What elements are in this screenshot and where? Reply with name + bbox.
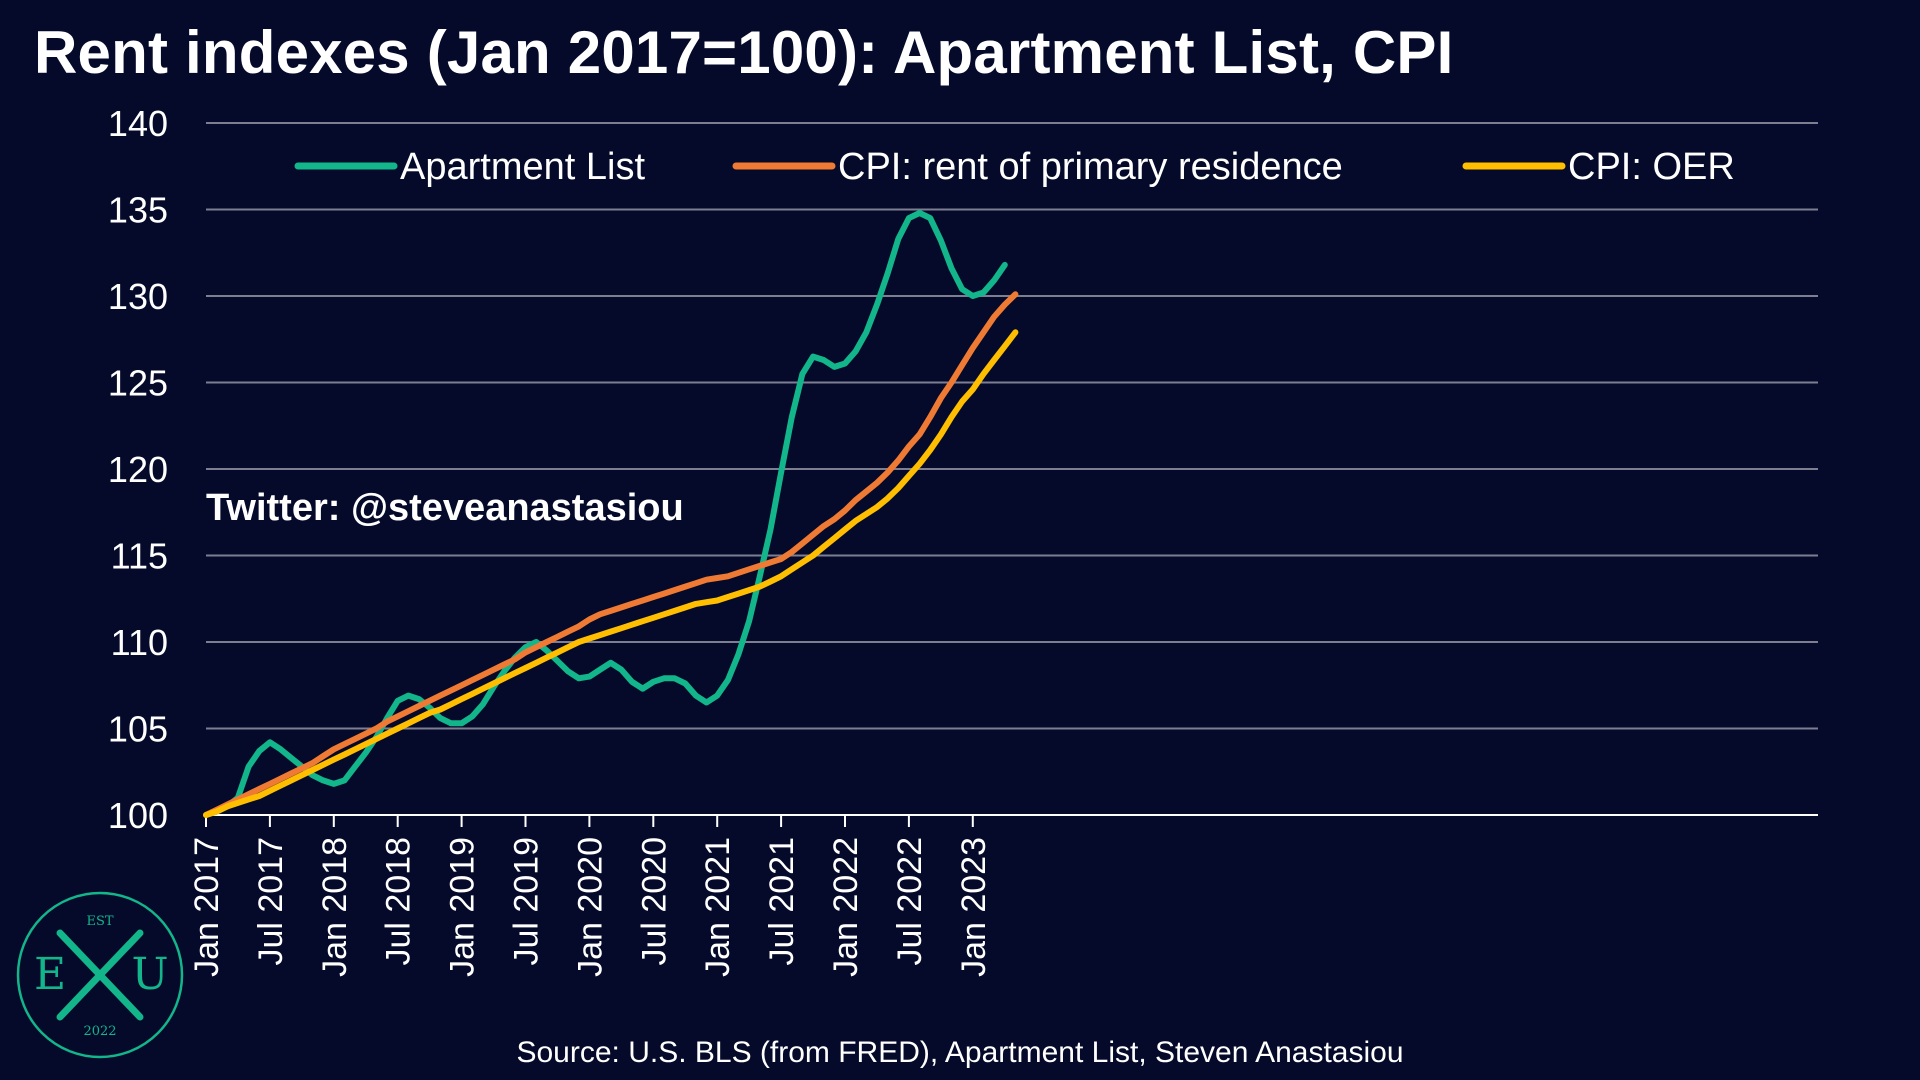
x-tick-label: Jul 2019	[508, 837, 546, 966]
y-tick-label: 100	[108, 795, 168, 836]
series-line-0	[203, 210, 1008, 818]
legend-label: Apartment List	[400, 146, 645, 188]
x-tick-label: Jan 2023	[955, 837, 993, 977]
x-tick-label: Jul 2022	[891, 837, 929, 966]
y-tick-label: 110	[111, 622, 168, 663]
x-tick-label: Jul 2018	[380, 837, 418, 966]
x-tick-label: Jul 2021	[763, 837, 801, 966]
y-tick-label: 130	[108, 276, 168, 317]
page-title: Rent indexes (Jan 2017=100): Apartment L…	[34, 19, 1454, 86]
source-note: Source: U.S. BLS (from FRED), Apartment …	[516, 1036, 1404, 1069]
x-tick-label: Jan 2019	[444, 837, 482, 977]
exu-logo: EST E U 2022	[16, 891, 184, 1059]
y-tick-label: 135	[108, 190, 168, 231]
logo-e: E	[34, 949, 66, 1000]
twitter-handle: Twitter: @steveanastasiou	[206, 487, 684, 529]
x-tick-label: Jan 2021	[699, 837, 737, 977]
series-line-1	[203, 291, 1019, 818]
x-tick-label: Jul 2020	[635, 837, 673, 966]
series-line-2	[203, 329, 1019, 818]
series-lines	[203, 210, 1019, 818]
legend-label: CPI: OER	[1568, 146, 1735, 188]
y-tick-label: 140	[108, 103, 168, 144]
x-tick-label: Jan 2020	[571, 837, 609, 977]
legend: Apartment List CPI: rent of primary resid…	[294, 146, 1735, 188]
y-tick-label: 105	[108, 709, 168, 750]
x-tick-label: Jan 2022	[827, 837, 865, 977]
logo-u: U	[131, 949, 168, 1000]
logo-year: 2022	[83, 1024, 116, 1039]
x-tick-label: Jul 2017	[252, 837, 290, 966]
logo-est: EST	[86, 914, 113, 929]
y-axis-ticks: 100 105 110 115 120 125 130 135 140	[108, 103, 168, 836]
y-tick-label: 115	[111, 536, 168, 577]
y-tick-label: 120	[108, 449, 168, 490]
x-axis-ticks: Jan 2017 Jul 2017 Jan 2018 Jul 2018 Jan 2019…	[188, 815, 993, 977]
y-tick-label: 125	[108, 363, 168, 404]
gridlines	[206, 122, 1818, 730]
x-tick-label: Jan 2017	[188, 837, 226, 977]
x-tick-label: Jan 2018	[316, 837, 354, 977]
legend-label: CPI: rent of primary residence	[838, 146, 1343, 188]
